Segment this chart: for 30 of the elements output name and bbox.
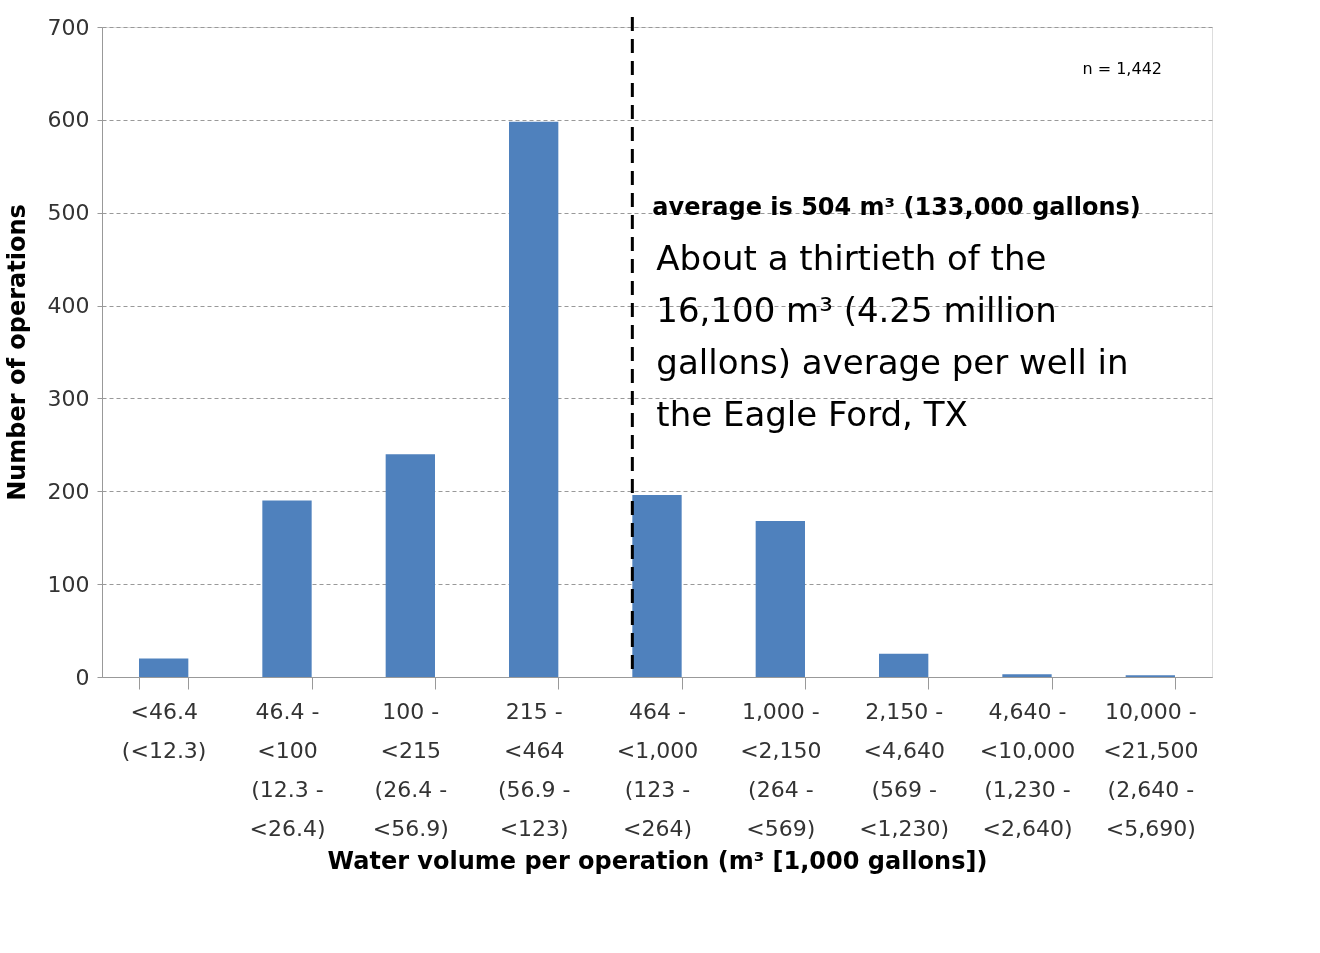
y-tick-label: 500 bbox=[47, 200, 90, 226]
x-tick-label: 10,000 - <21,500 (2,640 - <5,690) bbox=[1103, 698, 1199, 841]
y-tick-label: 100 bbox=[47, 571, 90, 597]
x-tick-label: 4,640 - <10,000 (1,230 - <2,640) bbox=[979, 698, 1076, 841]
y-axis-title: Number of operations bbox=[2, 204, 31, 501]
bar bbox=[879, 653, 929, 677]
bar bbox=[139, 658, 189, 677]
y-tick-label: 0 bbox=[75, 664, 90, 690]
bar bbox=[262, 500, 312, 677]
x-tick-label: 464 - <1,000 (123 - <264) bbox=[616, 698, 699, 841]
x-tick-label: 2,150 - <4,640 (569 - <1,230) bbox=[859, 698, 950, 841]
y-tick-label: 700 bbox=[47, 14, 90, 40]
annotation: About a thirtieth of the 16,100 m³ (4.25 million gallons) average per well in the Eagle Ford, TX bbox=[656, 238, 1129, 434]
x-tick-label: 1,000 - <2,150 (264 - <569) bbox=[740, 698, 822, 841]
annotation: n = 1,442 bbox=[1082, 59, 1162, 78]
bar bbox=[1002, 674, 1052, 677]
y-tick-label: 200 bbox=[47, 478, 90, 504]
bar bbox=[755, 521, 805, 677]
bar bbox=[509, 121, 559, 677]
ref-line-label: average is 504 m³ (133,000 gallons) bbox=[652, 193, 1141, 222]
x-axis-title: Water volume per operation (m³ [1,000 gallons]) bbox=[327, 846, 988, 875]
x-tick-label: <46.4 (<12.3) bbox=[121, 698, 207, 763]
x-tick-label: 46.4 - <100 (12.3 - <26.4) bbox=[249, 698, 326, 841]
y-tick-label: 600 bbox=[47, 107, 90, 133]
y-tick-label: 300 bbox=[47, 385, 90, 411]
bar bbox=[385, 454, 435, 677]
x-tick-label: 215 - <464 (56.9 - <123) bbox=[497, 698, 571, 841]
x-tick-label: 100 - <215 (26.4 - <56.9) bbox=[372, 698, 449, 841]
bar bbox=[632, 495, 682, 677]
y-tick-label: 400 bbox=[47, 293, 90, 319]
